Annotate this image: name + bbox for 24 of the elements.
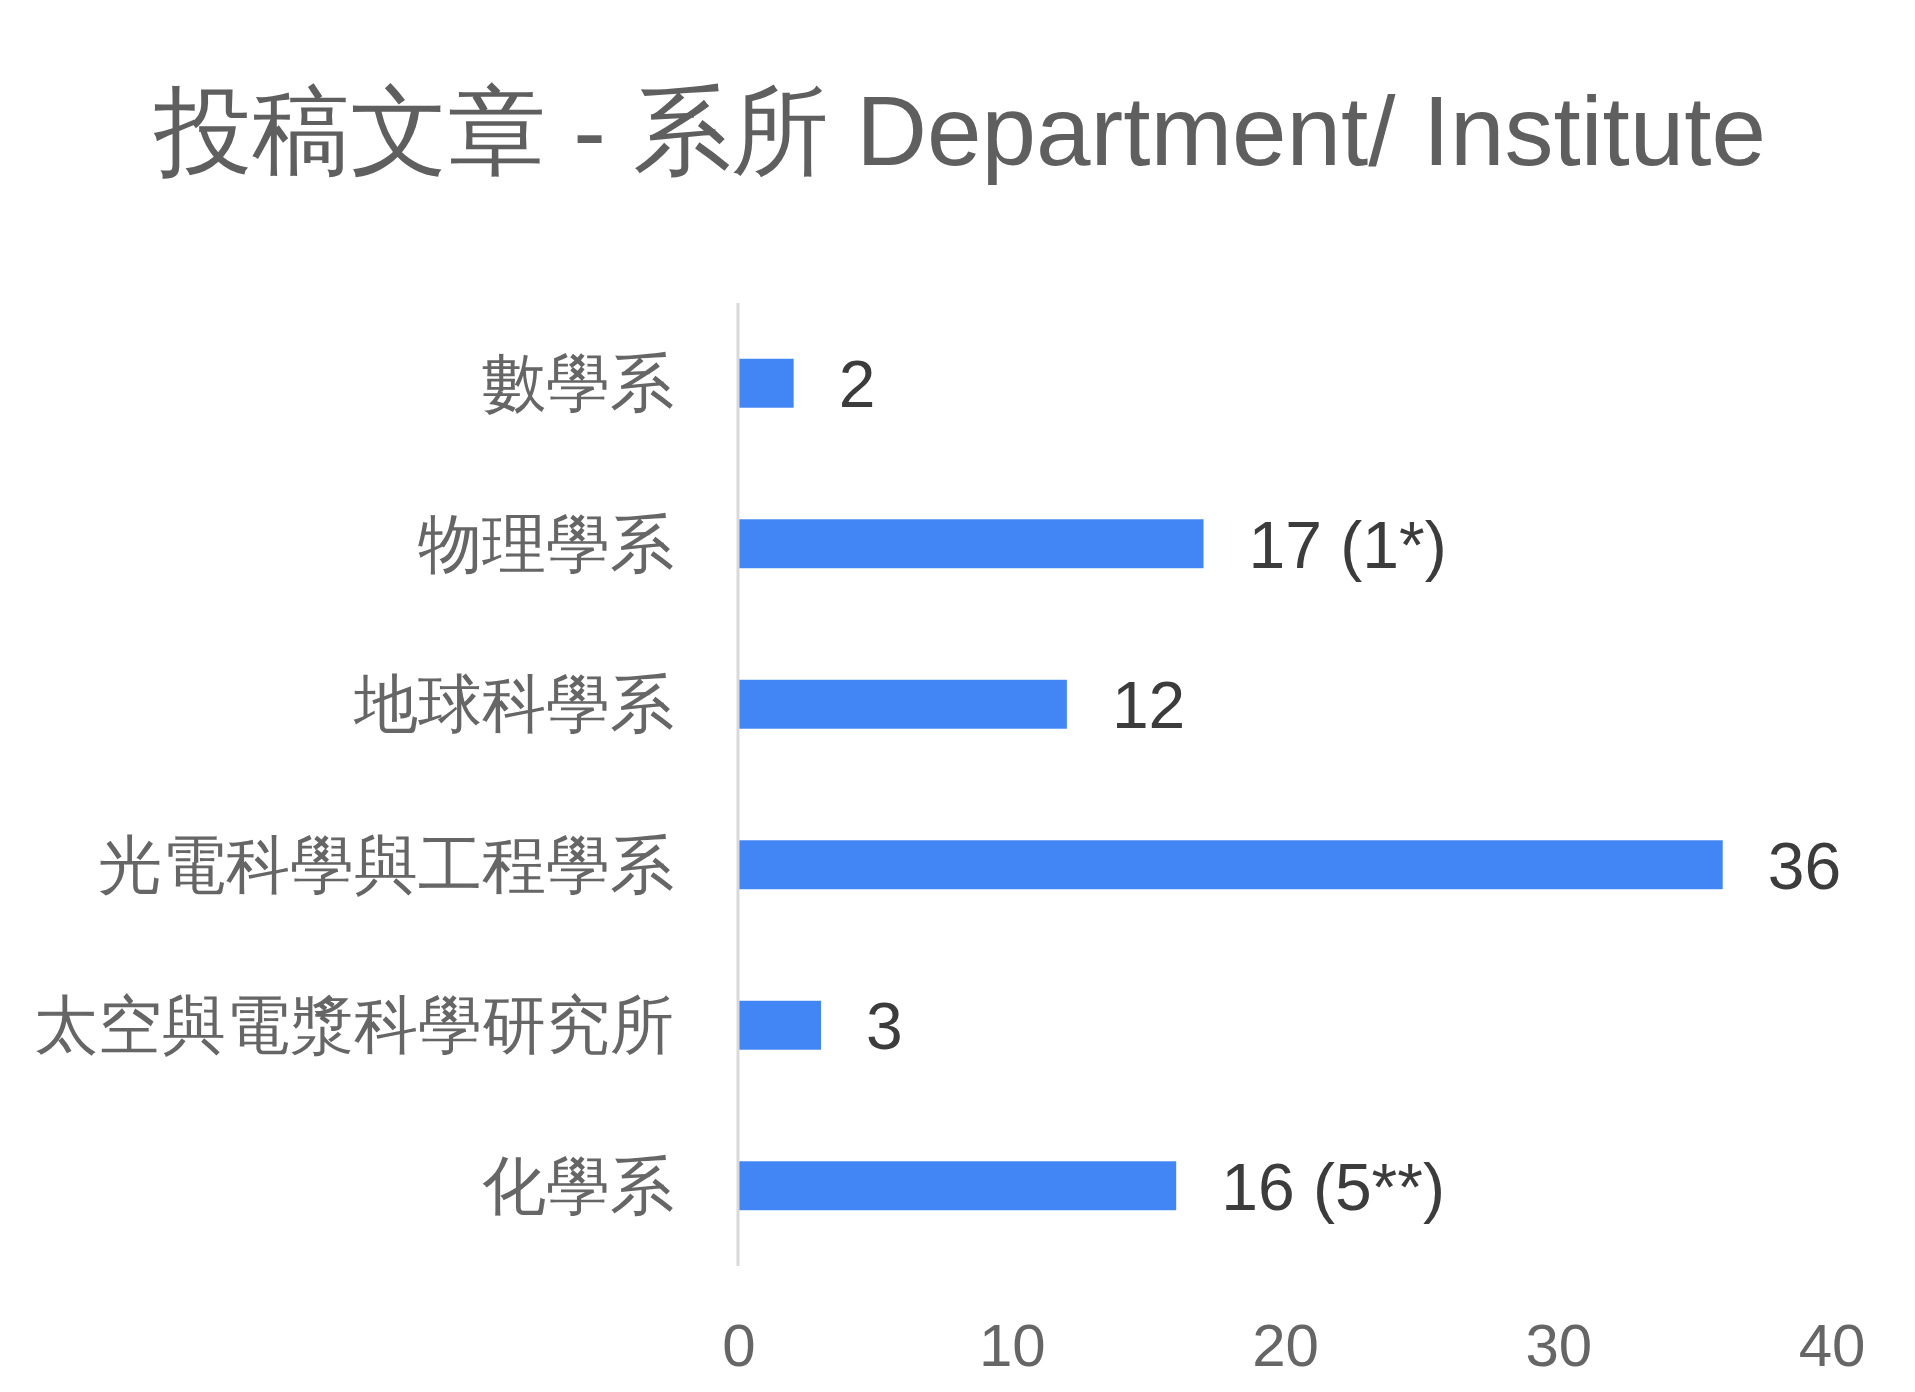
chart-title: 投稿文章 - 系所 Department/ Institute [153,76,1766,186]
bar [739,1161,1177,1211]
x-tick-label: 0 [722,1312,756,1379]
data-label: 12 [1111,668,1186,743]
x-tick-label: 40 [1798,1312,1866,1379]
x-tick-label: 20 [1252,1312,1319,1379]
x-tick-label: 30 [1525,1312,1593,1379]
data-label: 2 [838,347,876,422]
data-label: 3 [865,989,903,1064]
y-tick-label: 地球科學系 [353,668,674,741]
y-tick-label: 太空與電漿科學研究所 [34,989,674,1062]
bar [739,1000,821,1050]
y-tick-label: 數學系 [482,347,674,420]
bar [739,358,794,408]
bar [739,519,1204,569]
data-label: 16 (5**) [1221,1149,1445,1224]
y-tick-label: 光電科學與工程學系 [98,828,674,901]
bar [739,840,1723,890]
data-label: 36 [1767,828,1842,903]
x-tick-label: 10 [978,1312,1046,1379]
data-label: 17 (1*) [1248,507,1447,582]
y-tick-label: 物理學系 [418,507,674,580]
bar [739,679,1067,729]
y-tick-label: 化學系 [482,1149,674,1222]
